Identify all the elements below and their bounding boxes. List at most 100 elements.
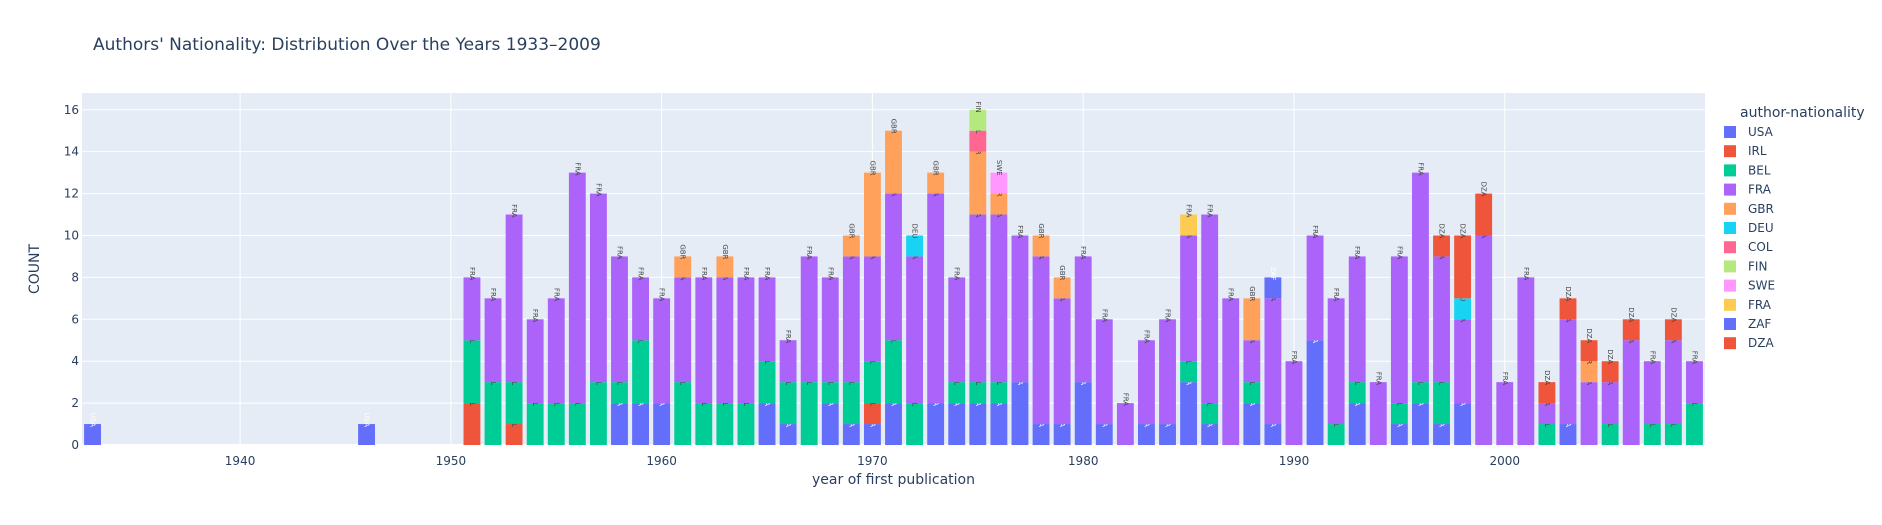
bar-segment	[1454, 235, 1472, 299]
bar-segment	[1433, 256, 1450, 383]
bar-label: FRA	[1332, 288, 1340, 302]
bar-segment	[1559, 319, 1577, 425]
legend-swatch	[1724, 145, 1736, 158]
bar-segment	[358, 424, 375, 445]
bar-segment	[611, 382, 628, 404]
bar-segment	[969, 109, 987, 131]
bar-segment	[1454, 298, 1472, 320]
bar-segment	[842, 256, 860, 383]
bar-segment	[990, 193, 1008, 215]
bar-segment	[1622, 340, 1640, 445]
bar-segment	[463, 340, 481, 404]
bar-segment	[1243, 340, 1261, 383]
bar-label: FRA	[1522, 267, 1530, 281]
bar-segment	[1433, 382, 1450, 425]
bar-segment	[1559, 424, 1577, 445]
bar-segment	[800, 256, 818, 383]
bar-label: FRA	[615, 246, 623, 260]
bar-segment	[1580, 361, 1598, 383]
bar-label: FRA	[1311, 225, 1319, 239]
bar-segment	[758, 403, 776, 445]
bar-label: DZA	[1669, 307, 1677, 322]
bar-segment	[1074, 256, 1092, 383]
bar-label: GBR	[890, 119, 898, 134]
bar-segment	[84, 424, 101, 445]
bar-segment	[1643, 361, 1661, 425]
bar-label: FRA	[531, 309, 539, 323]
bar-segment	[1306, 340, 1324, 445]
bar-segment	[1180, 214, 1198, 236]
bar-segment	[1433, 235, 1450, 257]
bar-segment	[589, 382, 607, 445]
bar-segment	[1053, 277, 1071, 299]
bar-label: FRA	[468, 267, 476, 281]
bar-segment	[969, 130, 987, 152]
bar-segment	[653, 403, 671, 445]
bar-segment	[1369, 382, 1387, 445]
legend-swatch	[1724, 279, 1736, 292]
bar-segment	[463, 403, 481, 445]
bar-label: FRA	[742, 267, 750, 281]
bar-segment	[906, 235, 924, 257]
bar-label: GBR	[1037, 223, 1045, 238]
bar-segment	[1327, 424, 1345, 445]
bar-segment	[716, 256, 734, 278]
bar-segment	[969, 151, 987, 215]
bar-label: FRA	[763, 267, 771, 281]
bar-segment	[885, 340, 902, 404]
bar-label: GBR	[847, 223, 855, 238]
bar-segment	[526, 403, 544, 445]
bar-label: FRA	[1416, 162, 1424, 176]
bar-label: FRA	[573, 162, 581, 176]
bar-segment	[927, 172, 945, 194]
bar-segment	[779, 382, 797, 425]
bar-segment	[948, 403, 966, 445]
legend-swatch	[1724, 298, 1736, 311]
bar-segment	[948, 277, 966, 383]
bar-segment	[716, 403, 734, 445]
bar-segment	[1264, 298, 1282, 425]
legend-swatch	[1724, 241, 1736, 254]
bar-label: FRA	[1079, 246, 1087, 260]
bar-label: FRA	[1353, 246, 1361, 260]
x-tick-label: 1980	[1068, 454, 1099, 468]
bar-segment	[716, 277, 734, 404]
bar-label: DEU	[911, 224, 919, 239]
bar-segment	[1032, 424, 1050, 445]
x-tick-label: 1990	[1279, 454, 1310, 468]
bar-segment	[674, 256, 692, 278]
y-tick-label: 10	[64, 228, 79, 242]
x-tick-label: 1970	[857, 454, 888, 468]
y-tick-label: 14	[64, 145, 79, 159]
bar-segment	[1095, 424, 1113, 445]
bar-segment	[1643, 424, 1661, 445]
bar-label: FRA	[1185, 204, 1193, 218]
y-tick-label: 4	[71, 354, 79, 368]
bar-segment	[1390, 424, 1408, 445]
bar-segment	[1348, 256, 1366, 383]
bar-segment	[885, 130, 902, 194]
bar-label: FRA	[1206, 204, 1214, 218]
bar-segment	[1580, 340, 1598, 362]
bar-label: FRA	[594, 183, 602, 197]
bar-segment	[1390, 403, 1408, 425]
bar-segment	[547, 298, 565, 404]
bar-label: GBR	[868, 161, 876, 176]
bar-segment	[1243, 298, 1261, 341]
bar-segment	[737, 277, 755, 404]
bar-segment	[927, 193, 945, 404]
bar-segment	[1138, 424, 1155, 445]
bar-segment	[463, 277, 481, 341]
bar-segment	[1180, 382, 1198, 445]
bar-segment	[1601, 382, 1619, 425]
bar-segment	[1475, 193, 1493, 236]
bar-label: DZA	[1543, 370, 1551, 385]
bar-segment	[1159, 319, 1176, 425]
bar-segment	[484, 382, 502, 445]
legend-item-label: SWE	[1748, 279, 1775, 293]
bar-segment	[1180, 361, 1198, 383]
legend: author-nationality USA IRL BEL FRA GBR DEU COL…	[1724, 105, 1865, 350]
bar-segment	[1264, 424, 1282, 445]
bar-label: FRA	[1100, 309, 1108, 323]
bar-label: FRA	[1016, 225, 1024, 239]
